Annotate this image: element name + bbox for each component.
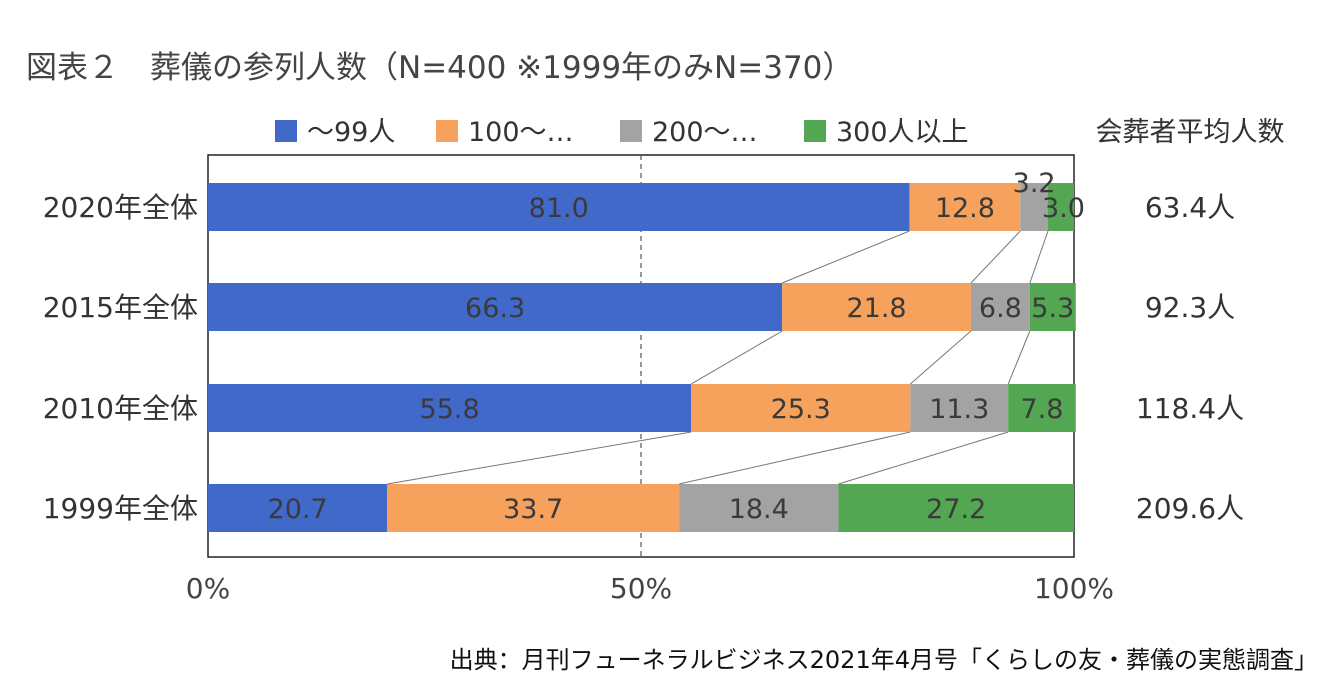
average-value: 209.6人 [1136, 492, 1244, 525]
data-label: 11.3 [929, 394, 989, 425]
bar-segment-2-4 [1029, 283, 1076, 331]
data-label: 55.8 [420, 394, 480, 425]
data-label: 5.3 [1031, 293, 1074, 324]
bar-segment-1-2 [909, 183, 1021, 231]
connector-line [781, 230, 910, 284]
legend-swatch-1 [275, 120, 297, 142]
legend-swatch-4 [804, 120, 826, 142]
data-label: 12.8 [935, 193, 995, 224]
plot-area: 2020年全体 63.4人 2015年全体 92.3人 2010年全体 118.4人 199… [43, 154, 1244, 605]
connector-line [387, 431, 692, 485]
legend-label: 100～… [468, 117, 574, 148]
connector-line [690, 330, 783, 385]
connector-line [909, 330, 972, 385]
source-note: 出典：月刊フューネラルビジネス2021年4月号「くらしの友・葬儀の実態調査」 [450, 646, 1318, 674]
average-value: 92.3人 [1145, 291, 1235, 324]
x-tick-label: 50% [610, 572, 672, 605]
x-tick-label: 0% [186, 572, 230, 605]
legend-label: 200～… [652, 117, 758, 148]
category-label: 2020年全体 [43, 191, 198, 224]
bar-segment-3-2 [691, 384, 911, 432]
bar-segment-3-4 [1008, 384, 1076, 432]
x-tick-label: 100% [1034, 572, 1114, 605]
average-attendees-header: 会葬者平均人数 [1096, 117, 1285, 148]
bar-segment-4-2 [387, 484, 680, 532]
bar-segment-2-2 [782, 283, 971, 331]
bar-segment-1-4 [1048, 183, 1074, 231]
data-label: 27.2 [926, 494, 986, 525]
data-label: 20.7 [268, 494, 328, 525]
bar-segment-1-1 [208, 183, 910, 231]
data-label: 33.7 [503, 494, 563, 525]
bar-segment-2-1 [208, 283, 783, 331]
bar-segment-3-1 [208, 384, 692, 432]
data-label: 81.0 [529, 193, 589, 224]
legend-swatch-2 [436, 120, 458, 142]
data-label: 21.8 [846, 293, 906, 324]
legend-swatch-3 [620, 120, 642, 142]
data-label: 3.2 [1013, 168, 1056, 199]
bar-segment-4-1 [208, 484, 388, 532]
bar-segment-1-3 [1020, 183, 1049, 231]
legend-label: ～99人 [307, 117, 395, 148]
connector-line [1007, 330, 1031, 385]
data-label: 66.3 [465, 293, 525, 324]
data-label: 18.4 [729, 494, 789, 525]
data-label: 25.3 [771, 394, 831, 425]
connector-line [838, 431, 1009, 485]
connector-line [970, 230, 1021, 284]
bar-segment-3-3 [910, 384, 1009, 432]
average-value: 118.4人 [1136, 392, 1244, 425]
data-label: 7.8 [1020, 394, 1063, 425]
chart-title: 図表２ 葬儀の参列人数（N=400 ※1999年のみN=370） [26, 50, 853, 86]
data-label: 6.8 [979, 293, 1022, 324]
bar-segment-4-3 [679, 484, 839, 532]
data-label: 3.0 [1042, 193, 1085, 224]
connector-line [1029, 230, 1049, 284]
bar-segment-4-4 [838, 484, 1074, 532]
connector-line [678, 431, 911, 485]
category-label: 1999年全体 [43, 492, 198, 525]
category-label: 2015年全体 [43, 291, 198, 324]
average-value: 63.4人 [1145, 191, 1235, 224]
category-label: 2010年全体 [43, 392, 198, 425]
legend-label: 300人以上 [836, 117, 969, 148]
legend: ～99人 100～… 200～… 300人以上 [275, 117, 969, 148]
bar-segment-2-3 [970, 283, 1030, 331]
